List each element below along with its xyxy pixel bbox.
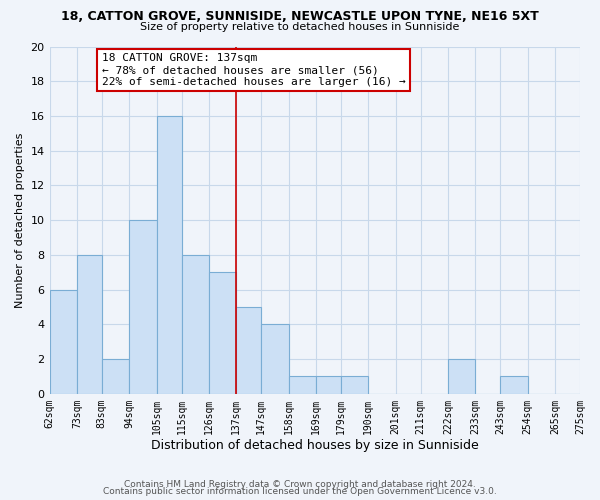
Text: 18, CATTON GROVE, SUNNISIDE, NEWCASTLE UPON TYNE, NE16 5XT: 18, CATTON GROVE, SUNNISIDE, NEWCASTLE U… (61, 10, 539, 23)
Text: Contains public sector information licensed under the Open Government Licence v3: Contains public sector information licen… (103, 488, 497, 496)
Bar (50, 290, 77, 394)
Bar (261, 324, 289, 394)
X-axis label: Distribution of detached houses by size in Sunniside: Distribution of detached houses by size … (151, 440, 479, 452)
Bar (316, 376, 341, 394)
Text: 18 CATTON GROVE: 137sqm
← 78% of detached houses are smaller (56)
22% of semi-de: 18 CATTON GROVE: 137sqm ← 78% of detache… (102, 54, 406, 86)
Bar (157, 116, 182, 394)
Bar (448, 359, 475, 394)
Y-axis label: Number of detached properties: Number of detached properties (15, 132, 25, 308)
Bar (289, 376, 316, 394)
Bar (77, 255, 102, 394)
Bar (236, 307, 261, 394)
Text: Size of property relative to detached houses in Sunniside: Size of property relative to detached ho… (140, 22, 460, 32)
Bar (129, 220, 157, 394)
Bar (102, 359, 129, 394)
Bar (500, 376, 528, 394)
Bar (209, 272, 236, 394)
Bar (341, 376, 368, 394)
Text: Contains HM Land Registry data © Crown copyright and database right 2024.: Contains HM Land Registry data © Crown c… (124, 480, 476, 489)
Bar (182, 255, 209, 394)
